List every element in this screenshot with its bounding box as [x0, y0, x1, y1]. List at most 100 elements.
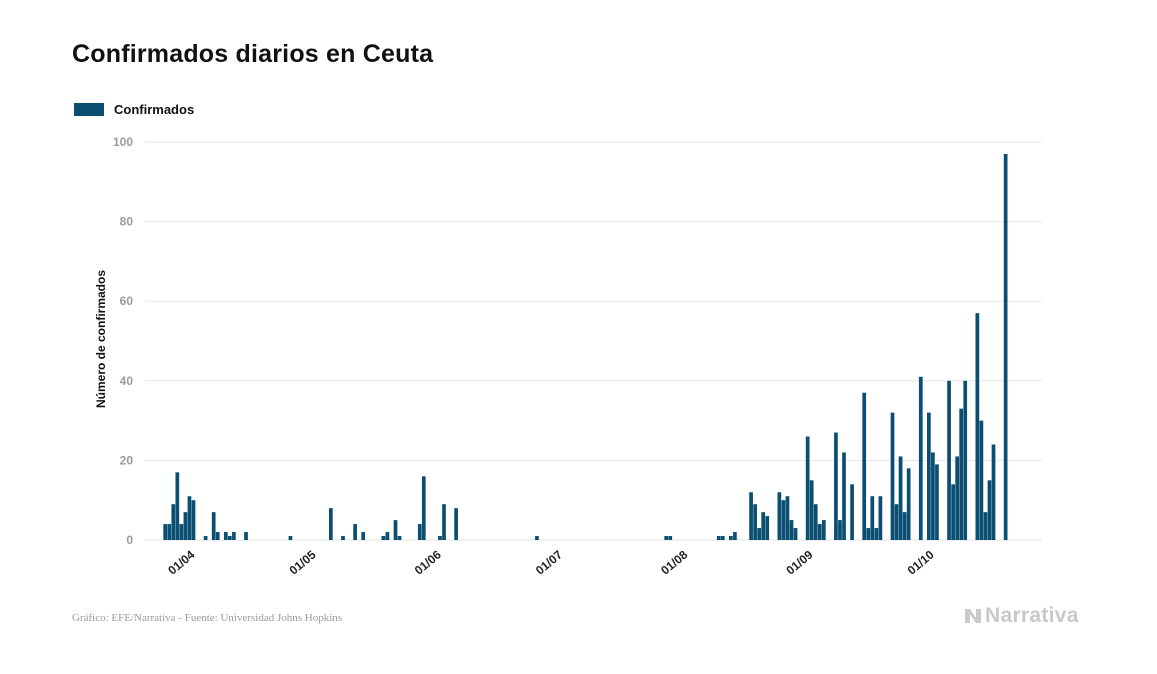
bar: [927, 412, 931, 540]
bar: [991, 444, 996, 540]
bar: [668, 536, 673, 540]
bar: [329, 508, 333, 540]
chart-title: Confirmados diarios en Ceuta: [72, 40, 434, 68]
x-tick-label: 01/05: [287, 547, 319, 577]
bar: [535, 536, 539, 540]
bar: [866, 528, 871, 540]
bar: [793, 528, 798, 540]
legend: Confirmados: [74, 102, 194, 117]
bar: [244, 532, 248, 540]
bar: [288, 536, 293, 540]
bar: [975, 313, 980, 540]
bar: [947, 380, 951, 540]
x-tick-label: 01/08: [658, 547, 690, 577]
narrativa-logo-text: Narrativa: [985, 604, 1079, 627]
bar: [789, 520, 794, 540]
y-axis-ticks: 0 20 40 60 80 100: [113, 135, 133, 547]
bar: [171, 504, 176, 540]
bar: [870, 496, 875, 540]
bar: [902, 512, 907, 540]
bar: [421, 476, 426, 540]
bar: [211, 512, 216, 540]
bar: [842, 452, 846, 540]
bar: [1003, 153, 1008, 540]
y-tick-label: 20: [120, 453, 134, 467]
bar: [223, 532, 228, 540]
bar: [931, 452, 935, 540]
bar: [442, 504, 446, 540]
bar: [987, 480, 992, 540]
bar: [753, 504, 757, 540]
bar: [805, 436, 810, 540]
bar: [785, 496, 790, 540]
bar: [850, 484, 854, 540]
bar: [417, 524, 422, 540]
bar: [438, 536, 442, 540]
bar: [838, 520, 842, 540]
bar: [834, 432, 838, 540]
bar: [227, 536, 232, 540]
bar: [454, 508, 458, 540]
bar: [809, 480, 814, 540]
bar: [898, 456, 903, 540]
bar: [183, 512, 188, 540]
bar: [963, 380, 968, 540]
y-tick-label: 0: [126, 533, 133, 547]
bar: [878, 496, 883, 540]
bar: [951, 484, 955, 540]
bar: [761, 512, 766, 540]
bar: [353, 524, 357, 540]
narrativa-logo: Narrativa: [963, 604, 1079, 628]
bar: [716, 536, 721, 540]
bar: [733, 532, 737, 540]
bar: [232, 532, 236, 540]
bar: [729, 536, 733, 540]
bar: [765, 516, 770, 540]
bar: [393, 520, 398, 540]
bar: [215, 532, 220, 540]
narrativa-logo-icon: [965, 609, 981, 623]
bar: [983, 512, 988, 540]
bar: [361, 532, 366, 540]
bar: [163, 524, 168, 540]
source-credit: Gráfico: EFE/Narrativa - Fuente: Univers…: [72, 612, 343, 624]
bar: [385, 532, 390, 540]
bar: [167, 524, 172, 540]
bar: [397, 536, 402, 540]
legend-swatch: [74, 103, 104, 116]
x-tick-label: 01/10: [905, 547, 937, 577]
x-tick-label: 01/09: [783, 547, 815, 577]
bar: [757, 528, 762, 540]
bar: [175, 472, 180, 540]
y-tick-label: 60: [120, 294, 134, 308]
bars: [163, 153, 1008, 540]
bar: [203, 536, 208, 540]
y-tick-label: 100: [113, 135, 133, 149]
bar: [720, 536, 725, 540]
y-tick-label: 80: [120, 215, 134, 229]
bar: [955, 456, 960, 540]
bar: [918, 376, 923, 540]
x-tick-label: 01/07: [533, 547, 565, 577]
y-tick-label: 40: [120, 374, 134, 388]
x-tick-label: 01/06: [412, 547, 444, 577]
bar: [781, 500, 786, 540]
bar: [906, 468, 911, 540]
y-axis-label: Número de confirmados: [94, 270, 108, 408]
bar: [979, 420, 984, 540]
bar: [862, 392, 867, 540]
bar: [381, 536, 386, 540]
bar: [821, 520, 826, 540]
bar: [191, 500, 196, 540]
bar: [874, 528, 879, 540]
bar: [894, 504, 899, 540]
bar: [959, 408, 964, 540]
gridlines: [145, 141, 1042, 541]
bar: [341, 536, 345, 540]
bar: [935, 464, 939, 540]
bar: [664, 536, 669, 540]
bar: [890, 412, 895, 540]
bar: [187, 496, 192, 540]
x-tick-label: 01/04: [165, 547, 197, 577]
